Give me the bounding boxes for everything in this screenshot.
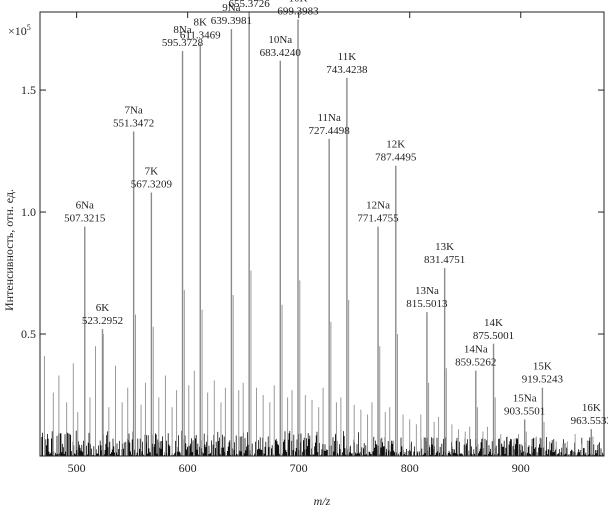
peak-mz-label: 699.3983 [277, 5, 319, 17]
peak-mz-label: 523.2952 [82, 315, 123, 327]
peak-mz-label: 551.3472 [113, 118, 154, 130]
peak-ion-label: 15Na [513, 392, 537, 404]
peak-mz-label: 787.4495 [375, 152, 417, 164]
axes: 500 600 700 800 900 0.5 1.0 1.5 [21, 11, 605, 475]
x-tick-label: 600 [179, 461, 197, 475]
peak-ion-label: 8K [194, 17, 208, 29]
peak-ion-label: 9Na [222, 2, 240, 14]
peak-mz-label: 507.3215 [64, 213, 106, 225]
peak-ion-label: 13K [435, 241, 454, 253]
peak-ion-label: 10Na [268, 34, 292, 46]
peak-mz-label: 963.5533 [571, 415, 608, 427]
peak-ion-label: 13Na [415, 285, 439, 297]
y-multiplier-exponent: 5 [27, 23, 31, 32]
noise-trace [40, 430, 604, 456]
peak-ion-label: 8Na [173, 24, 191, 36]
y-tick-label: 1.0 [21, 205, 36, 219]
x-tick-label: 800 [401, 461, 419, 475]
peak-mz-label: 743.4238 [326, 64, 368, 76]
peak-ion-label: 7Na [124, 105, 142, 117]
peak-ion-label: 6K [96, 302, 110, 314]
peak-ion-label: 7K [145, 166, 159, 178]
peak-mz-label: 831.4751 [424, 254, 465, 266]
peak-mz-label: 875.5001 [473, 330, 514, 342]
peak-mz-label: 727.4498 [309, 125, 351, 137]
baseline-noise [40, 430, 604, 456]
x-tick-label: 500 [68, 461, 86, 475]
peak-mz-label: 639.3981 [211, 15, 252, 27]
peak-mz-label: 771.4755 [357, 213, 399, 225]
peak-ion-label: 6Na [76, 200, 94, 212]
peak-ion-label: 15K [533, 361, 552, 373]
peak-mz-label: 903.5501 [504, 405, 545, 417]
peak-mz-label: 611.3469 [180, 30, 221, 42]
peak-ion-label: 10K [289, 0, 308, 4]
y-multiplier: ×105 [8, 23, 31, 38]
peak-mz-label: 595.3728 [162, 37, 204, 49]
peak-mz-label: 567.3209 [131, 179, 173, 191]
y-tick-label: 0.5 [21, 327, 36, 341]
peak-mz-label: 655.3726 [229, 0, 271, 10]
peak-mz-label: 683.4240 [260, 47, 302, 59]
peak-mz-label: 919.5243 [522, 374, 564, 386]
peak-ion-label: 11K [338, 51, 357, 63]
peak-ion-label: 14Na [464, 344, 488, 356]
peak-mz-label: 815.5013 [406, 298, 448, 310]
x-tick-label: 900 [512, 461, 530, 475]
peak-ion-label: 11Na [317, 112, 341, 124]
minor-peaks [43, 270, 599, 456]
annotated-peaks [84, 12, 592, 456]
peak-mz-label: 859.5262 [455, 357, 496, 369]
peak-ion-label: 12K [386, 139, 405, 151]
x-axis-title: m/z [314, 494, 331, 508]
plot-frame [39, 11, 605, 457]
y-tick-label: 1.5 [21, 83, 36, 97]
x-tick-label: 700 [290, 461, 308, 475]
peak-ion-label: 14K [484, 317, 503, 329]
y-axis-title: Интенсивность, отн. ед. [2, 189, 16, 311]
peak-ion-label: 12Na [366, 200, 390, 212]
peak-ion-label: 16K [582, 402, 601, 414]
